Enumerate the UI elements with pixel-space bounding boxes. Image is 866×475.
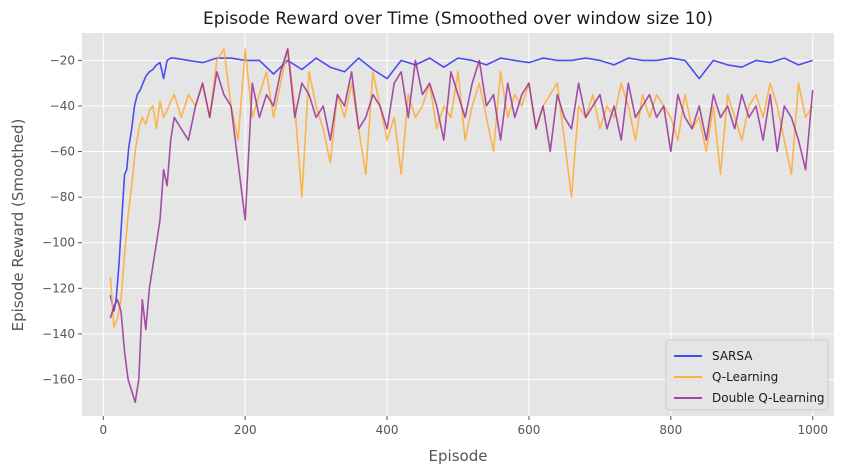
- x-tick-label: 200: [234, 423, 257, 437]
- series-layer: [109, 48, 814, 404]
- y-tick-label: −20: [50, 53, 75, 67]
- y-tick-label: −60: [50, 145, 75, 159]
- x-tick-label: 800: [659, 423, 682, 437]
- y-tick-label: −100: [42, 236, 75, 250]
- legend-label-double-q-learning: Double Q-Learning: [712, 391, 825, 405]
- series-line-double-q-learning: [109, 48, 814, 404]
- y-tick-label: −80: [50, 190, 75, 204]
- x-tick-label: 400: [376, 423, 399, 437]
- y-axis-label: Episode Reward (Smoothed): [9, 119, 27, 332]
- y-tick-label: −160: [42, 373, 75, 387]
- y-tick-label: −140: [42, 327, 75, 341]
- x-tick-label: 1000: [797, 423, 828, 437]
- x-ticks: 0 200 400 600 800 1000: [99, 416, 828, 437]
- x-tick-label: 0: [99, 423, 107, 437]
- x-axis-label: Episode: [429, 447, 488, 465]
- legend-box: [665, 339, 829, 411]
- chart-title: Episode Reward over Time (Smoothed over …: [203, 9, 713, 29]
- legend-label-q-learning: Q-Learning: [712, 370, 778, 384]
- legend: SARSA Q-Learning Double Q-Learning: [665, 339, 829, 411]
- x-tick-label: 600: [517, 423, 540, 437]
- series-line-sarsa: [109, 57, 813, 312]
- y-tick-label: −120: [42, 281, 75, 295]
- legend-label-sarsa: SARSA: [712, 349, 753, 363]
- y-ticks: −160 −140 −120 −100 −80 −60 −40 −20: [42, 53, 82, 387]
- y-tick-label: −40: [50, 99, 75, 113]
